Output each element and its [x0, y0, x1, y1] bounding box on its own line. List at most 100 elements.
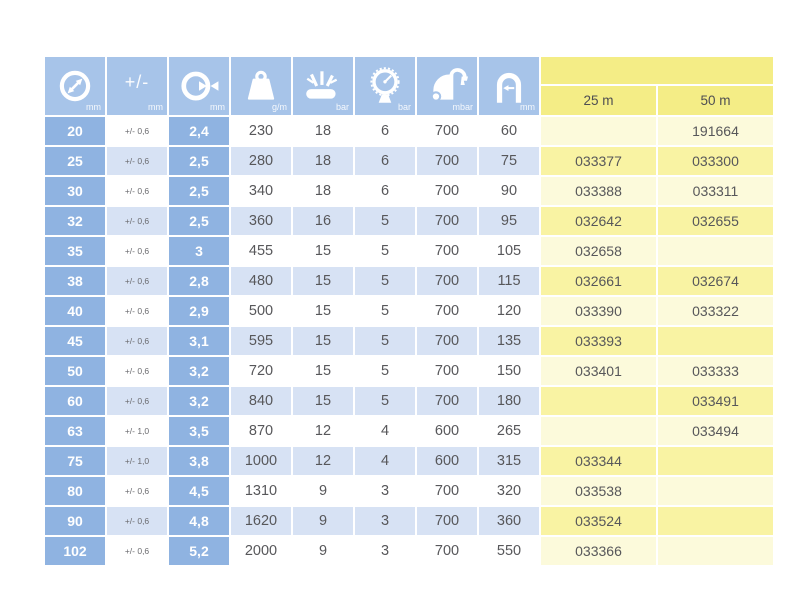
cell-m25	[541, 387, 656, 415]
cell-work: 3	[355, 477, 415, 505]
cell-id: 50	[45, 357, 105, 385]
cell-m50: 033333	[658, 357, 773, 385]
cell-burst: 12	[293, 417, 353, 445]
cell-bend: 95	[479, 207, 539, 235]
cell-tol: +/- 0,6	[107, 477, 167, 505]
cell-wall: 4,5	[169, 477, 229, 505]
cell-work: 6	[355, 117, 415, 145]
cell-vacuum: 700	[417, 327, 477, 355]
cell-work: 5	[355, 357, 415, 385]
cell-bend: 120	[479, 297, 539, 325]
cell-wall: 3,2	[169, 357, 229, 385]
cell-tol: +/- 0,6	[107, 297, 167, 325]
header-tolerance: +/- mm	[107, 57, 167, 115]
cell-work: 4	[355, 417, 415, 445]
cell-work: 5	[355, 387, 415, 415]
cell-burst: 9	[293, 507, 353, 535]
cell-m50: 033300	[658, 147, 773, 175]
cell-id: 25	[45, 147, 105, 175]
cell-wall: 3,5	[169, 417, 229, 445]
cell-wall: 4,8	[169, 507, 229, 535]
cell-vacuum: 700	[417, 267, 477, 295]
cell-m25: 033377	[541, 147, 656, 175]
cell-id: 30	[45, 177, 105, 205]
unit-label: mm	[86, 102, 101, 112]
cell-vacuum: 700	[417, 237, 477, 265]
hose-spec-table: mm +/- mm mm g/m bar	[45, 57, 773, 565]
cell-bend: 180	[479, 387, 539, 415]
unit-label: bar	[335, 102, 349, 112]
cell-m50: 032674	[658, 267, 773, 295]
cell-wall: 3,2	[169, 387, 229, 415]
cell-id: 32	[45, 207, 105, 235]
cell-burst: 12	[293, 447, 353, 475]
cell-m25: 033344	[541, 447, 656, 475]
cell-burst: 15	[293, 357, 353, 385]
header-wall-thickness: mm	[169, 57, 229, 115]
cell-m25: 033524	[541, 507, 656, 535]
cell-burst: 9	[293, 537, 353, 565]
cell-bend: 60	[479, 117, 539, 145]
cell-weight: 595	[231, 327, 291, 355]
cell-wall: 2,8	[169, 267, 229, 295]
cell-bend: 550	[479, 537, 539, 565]
cell-tol: +/- 0,6	[107, 147, 167, 175]
cell-tol: +/- 0,6	[107, 537, 167, 565]
cell-tol: +/- 0,6	[107, 117, 167, 145]
cell-wall: 3,1	[169, 327, 229, 355]
header-vacuum: mbar	[417, 57, 477, 115]
cell-m25: 033366	[541, 537, 656, 565]
cell-bend: 135	[479, 327, 539, 355]
cell-m50	[658, 507, 773, 535]
cell-m25: 033388	[541, 177, 656, 205]
cell-vacuum: 700	[417, 477, 477, 505]
cell-vacuum: 700	[417, 537, 477, 565]
cell-burst: 15	[293, 387, 353, 415]
order-header-band	[541, 57, 773, 84]
cell-burst: 18	[293, 147, 353, 175]
cell-wall: 5,2	[169, 537, 229, 565]
cell-id: 45	[45, 327, 105, 355]
cell-tol: +/- 0,6	[107, 267, 167, 295]
cell-burst: 18	[293, 117, 353, 145]
cell-m50	[658, 327, 773, 355]
cell-m25: 033393	[541, 327, 656, 355]
cell-vacuum: 700	[417, 357, 477, 385]
cell-weight: 340	[231, 177, 291, 205]
cell-weight: 1620	[231, 507, 291, 535]
cell-tol: +/- 0,6	[107, 177, 167, 205]
cell-id: 60	[45, 387, 105, 415]
order-column-50m: 50 m	[658, 85, 773, 115]
cell-work: 4	[355, 447, 415, 475]
cell-id: 90	[45, 507, 105, 535]
cell-bend: 320	[479, 477, 539, 505]
unit-label: mm	[210, 102, 225, 112]
cell-burst: 18	[293, 177, 353, 205]
cell-work: 6	[355, 147, 415, 175]
cell-work: 3	[355, 507, 415, 535]
order-column-25m: 25 m	[541, 85, 656, 115]
cell-bend: 150	[479, 357, 539, 385]
cell-m25: 033538	[541, 477, 656, 505]
cell-m25: 033401	[541, 357, 656, 385]
cell-weight: 230	[231, 117, 291, 145]
header-burst-pressure: bar	[293, 57, 353, 115]
cell-m25: 033390	[541, 297, 656, 325]
cell-m50: 191664	[658, 117, 773, 145]
cell-weight: 720	[231, 357, 291, 385]
cell-id: 80	[45, 477, 105, 505]
cell-m25	[541, 417, 656, 445]
cell-m50	[658, 537, 773, 565]
cell-weight: 480	[231, 267, 291, 295]
cell-vacuum: 700	[417, 207, 477, 235]
cell-burst: 16	[293, 207, 353, 235]
cell-weight: 360	[231, 207, 291, 235]
cell-weight: 840	[231, 387, 291, 415]
cell-id: 20	[45, 117, 105, 145]
cell-vacuum: 700	[417, 147, 477, 175]
cell-burst: 15	[293, 267, 353, 295]
cell-id: 102	[45, 537, 105, 565]
cell-burst: 15	[293, 297, 353, 325]
cell-vacuum: 700	[417, 177, 477, 205]
cell-work: 5	[355, 327, 415, 355]
